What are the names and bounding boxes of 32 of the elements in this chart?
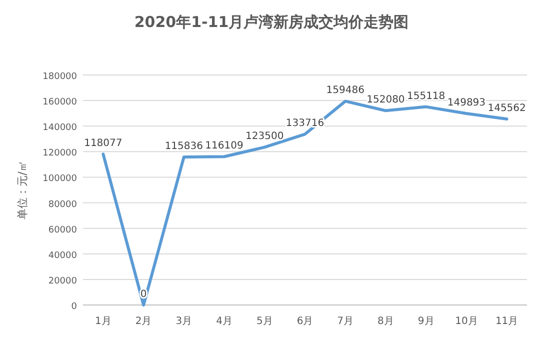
data-label: 116109 [205,140,244,152]
y-tick-label: 140000 [42,123,78,134]
x-tick-label: 7月 [337,316,354,327]
y-tick-label: 0 [71,302,78,312]
x-tick-label: 9月 [418,316,434,327]
y-tick-label: 180000 [42,72,78,82]
y-tick-label: 60000 [48,225,78,236]
data-label: 118077 [84,138,122,150]
y-tick-label: 120000 [42,148,78,159]
x-tick-label: 6月 [296,316,314,327]
data-label: 159486 [326,85,364,96]
y-tick-label: 100000 [42,174,78,184]
data-label: 115836 [164,140,204,152]
x-tick-label: 4月 [216,316,232,327]
y-tick-label: 20000 [48,276,78,286]
data-label: 152080 [366,94,405,106]
data-label: 155118 [406,90,446,102]
data-label: 145562 [488,103,526,114]
y-axis-title: 单位：元/㎡ [16,160,29,220]
x-tick-label: 3月 [176,316,192,327]
x-tick-label: 10月 [455,316,478,327]
y-tick-label: 160000 [42,98,78,108]
y-tick-label: 80000 [48,200,78,210]
data-label: 149893 [447,97,486,108]
data-label: 123500 [246,131,284,142]
chart-title: 2020年1-11月卢湾新房成交均价走势图 [134,13,409,31]
x-tick-label: 5月 [256,316,273,327]
x-tick-label: 1月 [94,316,112,327]
x-tick-label: 2月 [135,316,152,327]
x-tick-label: 11月 [495,316,518,327]
y-tick-label: 40000 [48,250,78,261]
x-tick-label: 8月 [378,316,394,327]
